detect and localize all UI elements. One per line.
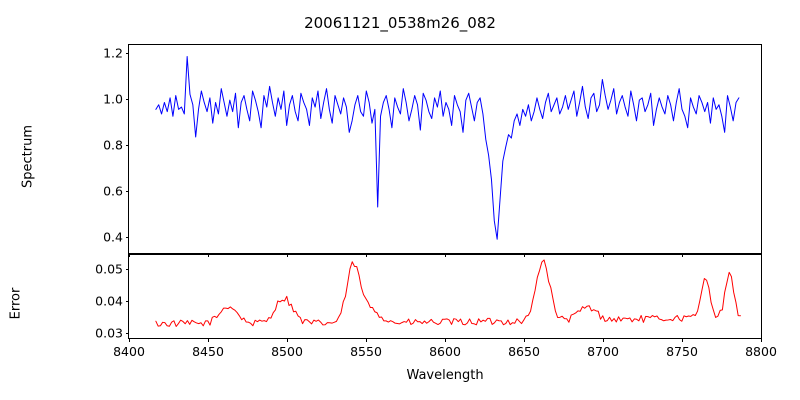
error-plot-area: 0.03 0.04 0.05 8400 8450 8500 8550 8600 8650 870… [95,254,777,359]
y-tick-mark [125,99,129,100]
y-tick-label: 0.03 [95,325,123,341]
x-tick-label: 8600 [429,344,461,359]
x-tick-label: 8650 [508,344,540,359]
x-tick-label: 8450 [192,344,224,359]
x-tick-label: 8750 [666,344,698,359]
x-tick-label: 8500 [271,344,303,359]
y-tick-mark [125,144,129,146]
spectrum-plot-area: 0.4 0.6 0.8 1.0 1.2 [103,44,762,257]
x-tick-mark [129,338,130,342]
y-tick-mark [125,269,129,271]
spectrum-axis-label: Spectrum [20,125,36,188]
x-tick-label: 8700 [587,344,619,359]
y-tick-mark [125,190,129,192]
x-tick-mark [208,338,209,342]
x-tick-label: 8800 [745,344,777,359]
y-tick-label: 0.8 [103,137,123,153]
x-tick-mark [524,338,525,342]
x-tick-mark [682,338,683,342]
y-tick-label: 0.05 [95,261,123,277]
x-tick-label: 8400 [113,344,145,359]
wavelength-axis-label: Wavelength [406,368,484,383]
spectrum-line-series [129,45,761,253]
y-tick-mark [125,333,129,335]
y-tick-label: 0.4 [103,229,123,245]
error-line-series [129,255,761,338]
x-tick-label: 8550 [350,344,382,359]
error-axis-label: Error [8,287,24,320]
x-tick-mark [366,338,367,342]
x-tick-mark [287,338,288,342]
y-tick-mark [125,53,129,55]
x-tick-mark [761,338,762,342]
y-tick-label: 0.6 [103,183,123,199]
y-tick-mark [125,236,129,238]
x-tick-mark [603,338,604,342]
y-tick-label: 0.04 [95,293,123,309]
y-tick-label: 1.0 [103,91,123,107]
y-tick-mark [125,301,129,303]
x-tick-mark [445,338,446,342]
page-title: 20061121_0538m26_082 [304,14,496,32]
y-tick-label: 1.2 [103,45,123,61]
